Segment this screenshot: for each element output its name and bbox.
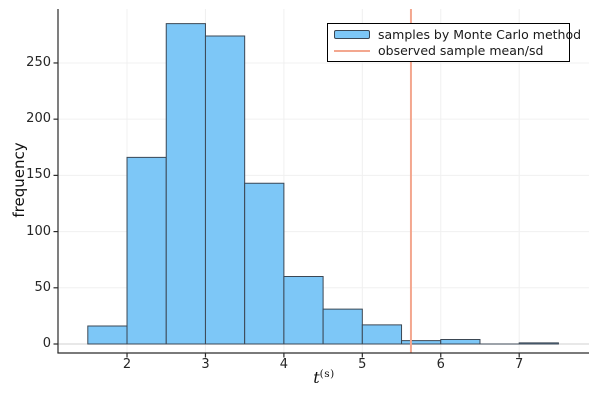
x-axis-label-base: t [313, 368, 320, 387]
y-tick-label: 100 [26, 223, 51, 239]
histogram-bar [87, 325, 128, 345]
histogram-bar [518, 342, 559, 345]
y-axis-label: frequency [10, 142, 28, 218]
histogram-bar [401, 340, 442, 345]
y-tick-label: 0 [42, 336, 51, 351]
x-tick-label: 6 [436, 357, 445, 372]
x-tick-label: 4 [279, 357, 289, 372]
x-tick-label: 3 [201, 357, 210, 372]
x-tick-label: 5 [358, 357, 367, 372]
histogram-bar [283, 276, 324, 345]
legend-entry-samples: samples by Monte Carlo method [334, 27, 581, 42]
y-tick-label: 250 [26, 54, 51, 70]
legend-label-samples: samples by Monte Carlo method [378, 27, 582, 42]
vline-swatch-icon [334, 49, 370, 52]
x-axis-label: t(s) [0, 368, 600, 387]
histogram-bar [204, 35, 246, 345]
legend: samples by Monte Carlo method observed s… [327, 23, 581, 62]
y-tick-label: 50 [34, 279, 51, 295]
y-tick-label: 150 [26, 167, 51, 183]
x-axis-label-superscript: (s) [319, 368, 335, 380]
histogram-bar [126, 156, 167, 345]
histogram-bar [440, 339, 481, 345]
histogram-bar [165, 23, 206, 345]
histogram-bar [322, 308, 363, 345]
x-tick-label: 7 [515, 357, 524, 372]
histogram-bar [361, 324, 403, 345]
histogram-swatch-icon [334, 30, 370, 39]
y-tick-label: 200 [26, 111, 51, 127]
legend-label-mean-line: observed sample mean/sd [378, 43, 544, 58]
histogram-bar [244, 182, 285, 345]
x-tick-label: 2 [122, 357, 132, 372]
legend-entry-mean-line: observed sample mean/sd [334, 43, 563, 58]
